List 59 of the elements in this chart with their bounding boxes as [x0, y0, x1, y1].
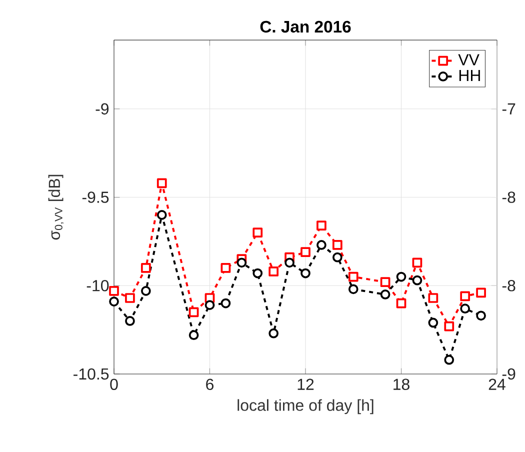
point	[140, 286, 151, 296]
point	[412, 275, 422, 286]
point	[236, 258, 247, 268]
point	[476, 310, 486, 321]
point	[220, 298, 231, 308]
x-tick-label: 0	[110, 378, 118, 390]
x-tick-label: 12	[298, 378, 314, 390]
point	[444, 354, 454, 365]
point	[444, 321, 454, 332]
point	[380, 290, 390, 300]
point	[220, 263, 231, 273]
point	[156, 210, 167, 220]
point	[125, 316, 135, 326]
point	[348, 284, 358, 294]
legend-label: HH	[459, 70, 480, 81]
point	[316, 240, 326, 250]
x-tick-label: 18	[394, 378, 410, 390]
point	[460, 304, 470, 314]
point	[460, 291, 470, 302]
point	[268, 266, 279, 276]
point	[300, 268, 310, 278]
point	[188, 330, 199, 340]
point	[300, 247, 310, 257]
legend-label: VV	[458, 54, 480, 66]
x-tick-label: 24	[488, 378, 506, 390]
point	[188, 307, 199, 318]
point	[204, 300, 215, 310]
point	[428, 293, 438, 303]
point	[332, 240, 342, 250]
y-tick-label: -9.5	[82, 192, 109, 203]
point	[332, 252, 342, 262]
point	[380, 277, 390, 288]
chart-title: C. Jan 2016	[260, 20, 351, 33]
point	[109, 296, 119, 306]
point	[125, 293, 135, 303]
point	[316, 220, 326, 230]
y-tick-label: -10.5	[74, 368, 109, 380]
point	[396, 272, 406, 282]
y-tick-label: -9	[96, 103, 109, 115]
point	[156, 178, 167, 188]
point	[476, 288, 486, 298]
point	[252, 228, 263, 238]
y2-tick-label: -8	[502, 192, 516, 203]
y2-tick-label: -7	[502, 103, 516, 114]
y2-tick-label: -8	[502, 280, 516, 292]
x-axis-title: local time of day [h]	[238, 399, 374, 414]
x-tick-label: 6	[206, 378, 214, 390]
point	[396, 298, 406, 308]
y-axis-title: σ$_{0,VV}$ [dB]	[48, 174, 64, 240]
y2-tick-label: -9	[502, 368, 516, 380]
y-tick-label: -10	[86, 280, 109, 292]
point	[109, 286, 119, 296]
point	[412, 258, 422, 268]
point	[348, 272, 358, 282]
point	[252, 268, 263, 278]
point	[140, 263, 151, 273]
point	[284, 258, 294, 268]
point	[268, 328, 279, 338]
point	[428, 318, 438, 328]
